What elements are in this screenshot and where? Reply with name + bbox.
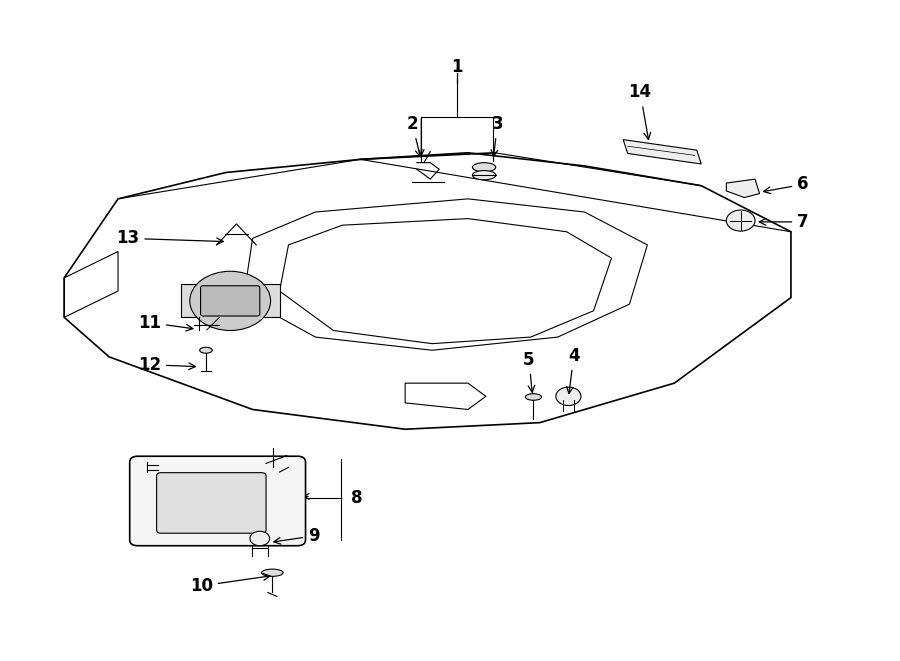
FancyBboxPatch shape xyxy=(201,286,260,316)
Ellipse shape xyxy=(472,171,496,180)
Circle shape xyxy=(250,531,270,546)
Text: 14: 14 xyxy=(628,83,652,139)
Text: 6: 6 xyxy=(763,175,809,194)
Polygon shape xyxy=(623,139,701,164)
Text: 12: 12 xyxy=(138,356,195,373)
Text: 5: 5 xyxy=(523,351,535,392)
FancyBboxPatch shape xyxy=(157,473,266,533)
Text: 2: 2 xyxy=(407,115,422,157)
Text: 8: 8 xyxy=(351,489,363,508)
Circle shape xyxy=(726,210,755,231)
Text: 7: 7 xyxy=(760,213,809,231)
Circle shape xyxy=(556,387,581,406)
Polygon shape xyxy=(181,284,280,317)
Ellipse shape xyxy=(472,163,496,172)
Circle shape xyxy=(190,271,271,330)
Text: 3: 3 xyxy=(491,115,503,157)
FancyBboxPatch shape xyxy=(130,456,305,546)
Text: 11: 11 xyxy=(138,313,193,332)
Text: 10: 10 xyxy=(190,574,270,595)
Text: 4: 4 xyxy=(566,347,580,393)
Text: 9: 9 xyxy=(274,527,319,545)
Polygon shape xyxy=(726,179,760,198)
Text: 13: 13 xyxy=(116,229,223,247)
Ellipse shape xyxy=(262,569,284,576)
Ellipse shape xyxy=(526,394,542,401)
Ellipse shape xyxy=(200,347,212,353)
Text: 1: 1 xyxy=(452,58,463,76)
